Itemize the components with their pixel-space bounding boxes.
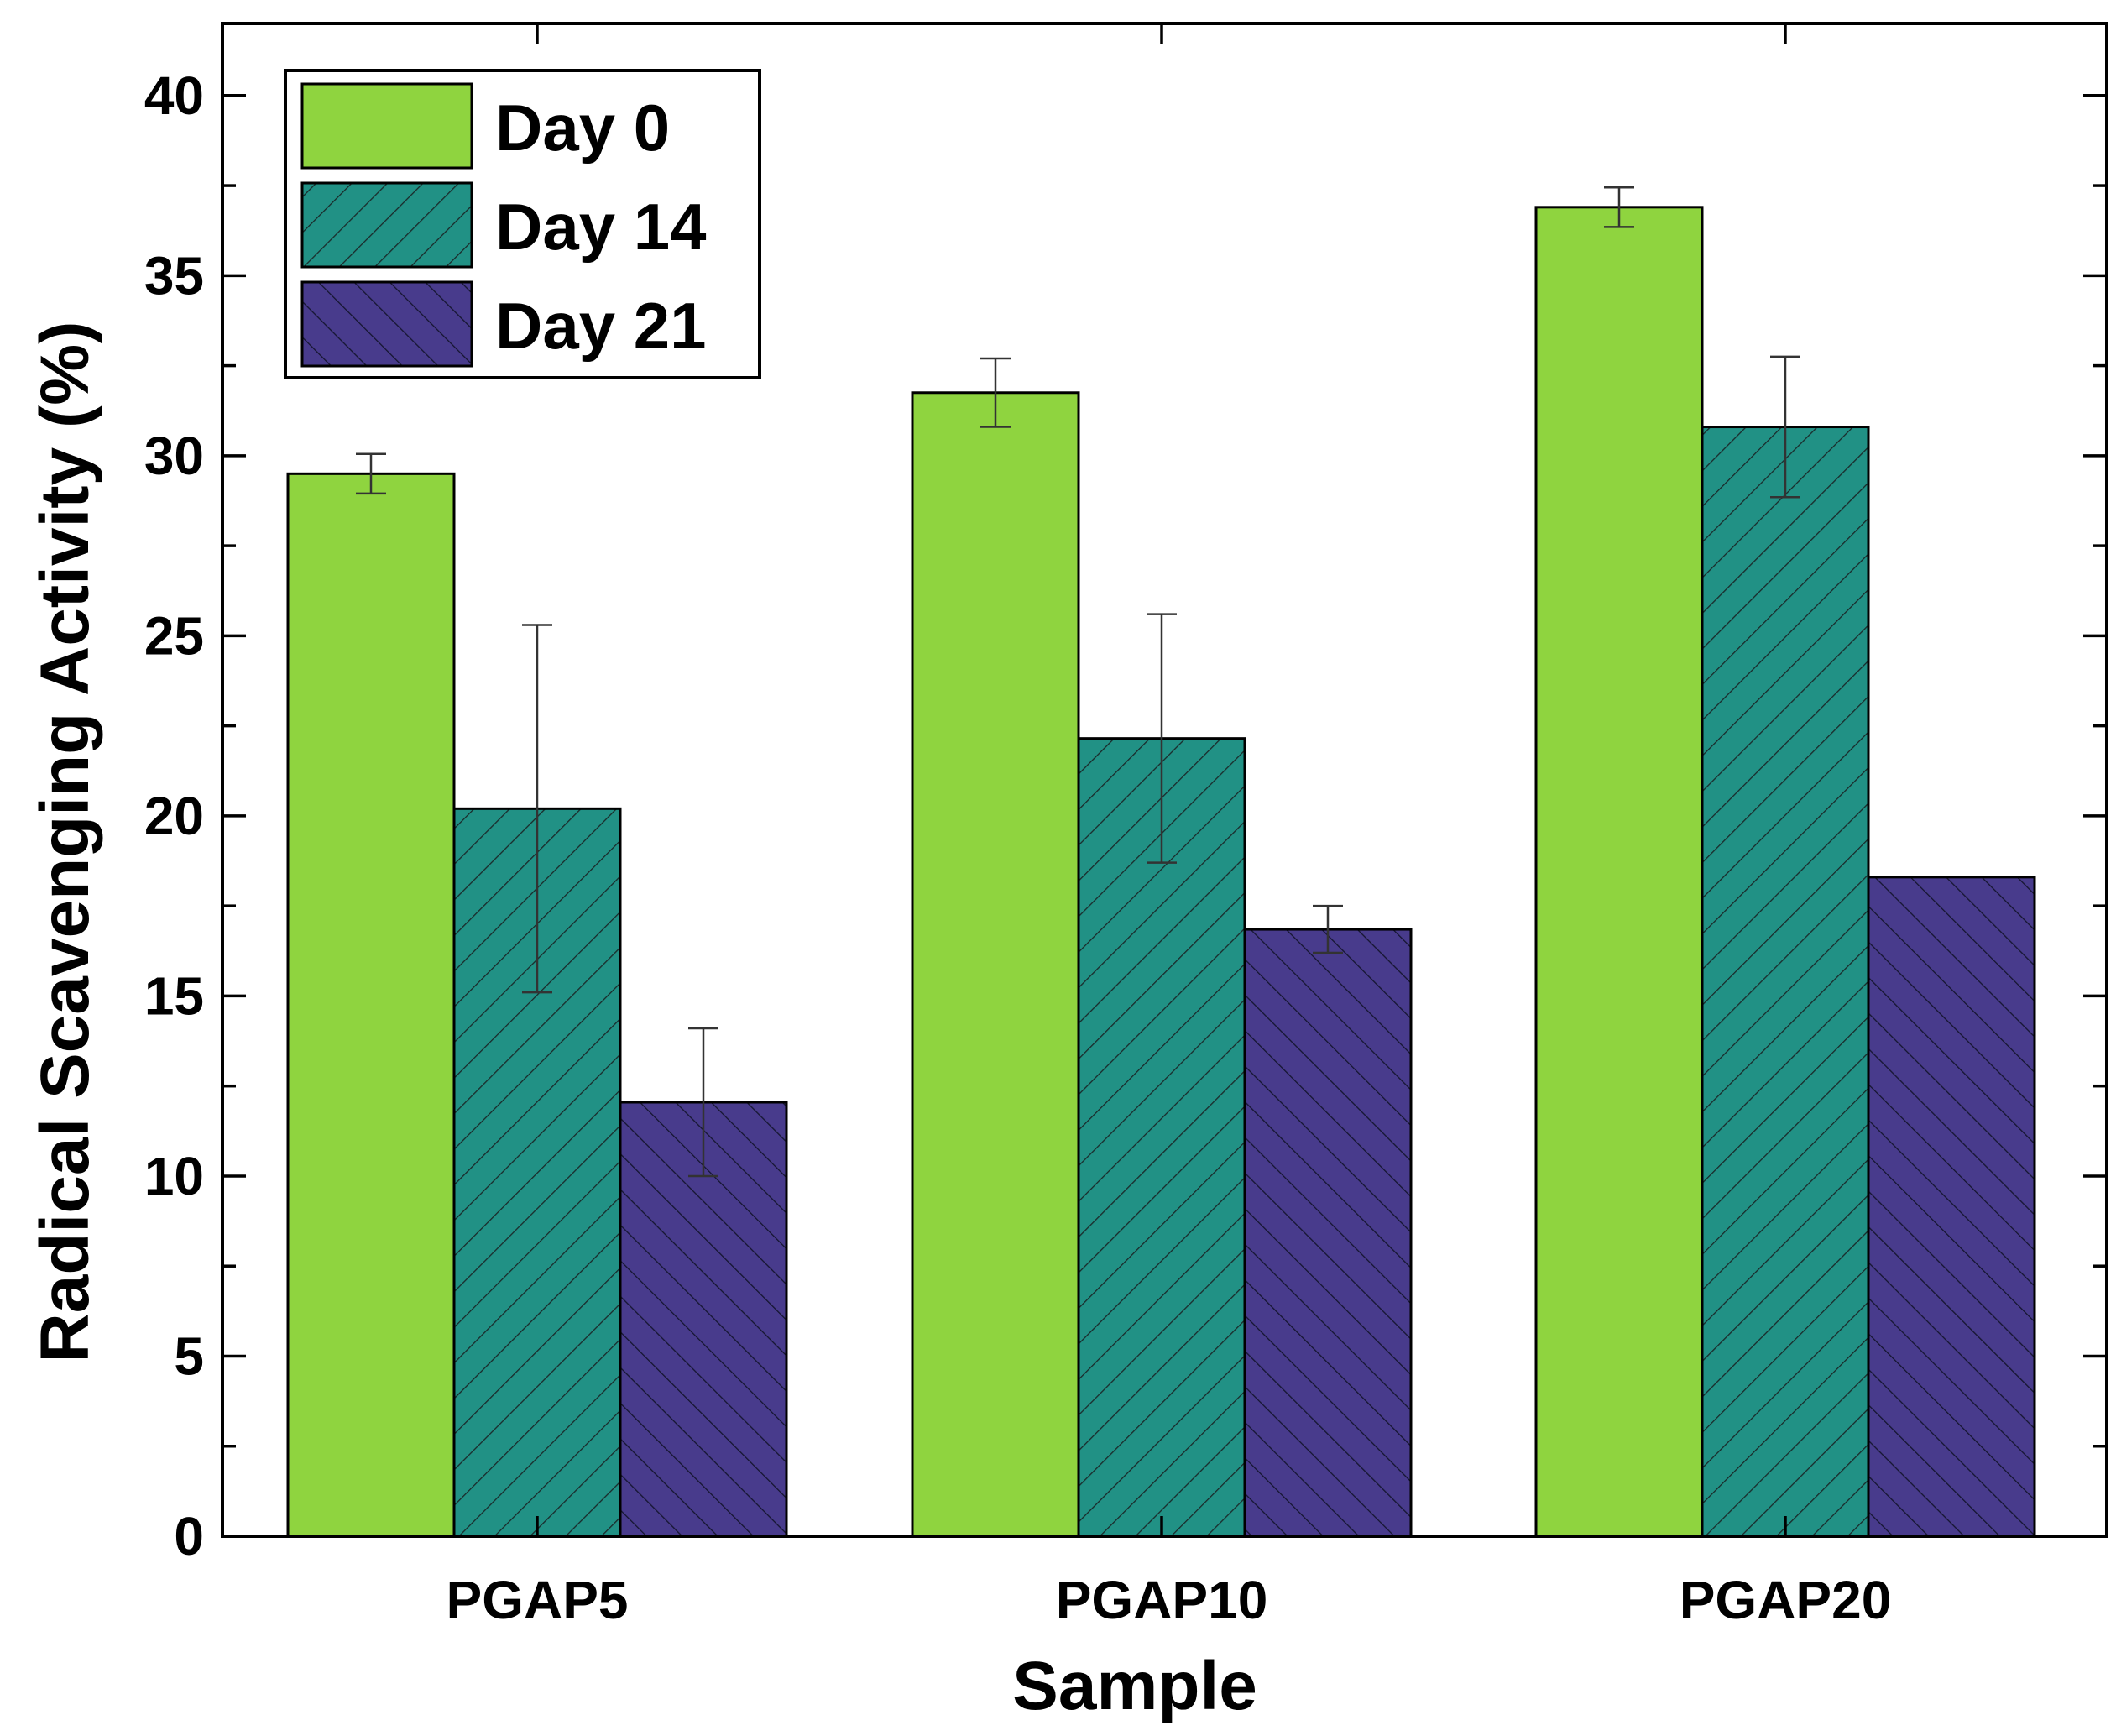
x-tick-label-pgap10: PGAP10 [1056, 1570, 1268, 1630]
legend-label-day-0: Day 0 [495, 91, 670, 165]
error-bar-pgap10-day-0 [980, 357, 1011, 428]
bar-pgap5-day-0 [286, 472, 456, 1538]
y-tick-label-10: 10 [144, 1146, 204, 1206]
bar-pgap10-day-0 [911, 391, 1080, 1538]
bar-pgap10-day-21 [1243, 928, 1413, 1538]
error-bar-pgap20-day-14 [1770, 355, 1800, 499]
bar-pgap20-day-14 [1701, 426, 1870, 1538]
x-tick-label-pgap20: PGAP20 [1680, 1570, 1892, 1630]
y-tick-label-0: 0 [174, 1506, 204, 1566]
legend: Day 0 Day 14 Day 21 [284, 69, 761, 379]
y-tick-label-35: 35 [144, 245, 204, 306]
bar-pgap20-day-21 [1867, 876, 2036, 1538]
bar-pgap20-day-0 [1534, 206, 1704, 1538]
y-tick-label-25: 25 [144, 605, 204, 666]
legend-label-day-14: Day 14 [495, 190, 707, 264]
y-axis-title: Radical Scavenging Activity (%) [27, 322, 103, 1363]
y-tick-label-30: 30 [144, 426, 204, 486]
error-bar-pgap5-day-14 [522, 624, 552, 994]
y-tick-label-15: 15 [144, 965, 204, 1026]
legend-swatch-day-21 [300, 280, 473, 368]
error-bar-pgap5-day-21 [688, 1027, 718, 1178]
legend-swatch-day-0 [300, 82, 473, 170]
legend-swatch-day-14 [300, 181, 473, 269]
legend-label-day-21: Day 21 [495, 289, 707, 363]
error-bar-pgap5-day-0 [356, 452, 386, 495]
error-bar-pgap10-day-21 [1313, 904, 1343, 954]
error-bar-pgap10-day-14 [1147, 613, 1177, 864]
y-tick-label-5: 5 [174, 1326, 204, 1386]
x-tick-label-pgap5: PGAP5 [447, 1570, 629, 1630]
x-axis-title: Sample [1012, 1648, 1257, 1724]
error-bar-pgap20-day-0 [1604, 186, 1634, 228]
y-tick-label-40: 40 [144, 65, 204, 126]
plot-frame [221, 22, 2108, 1538]
y-tick-label-20: 20 [144, 786, 204, 846]
